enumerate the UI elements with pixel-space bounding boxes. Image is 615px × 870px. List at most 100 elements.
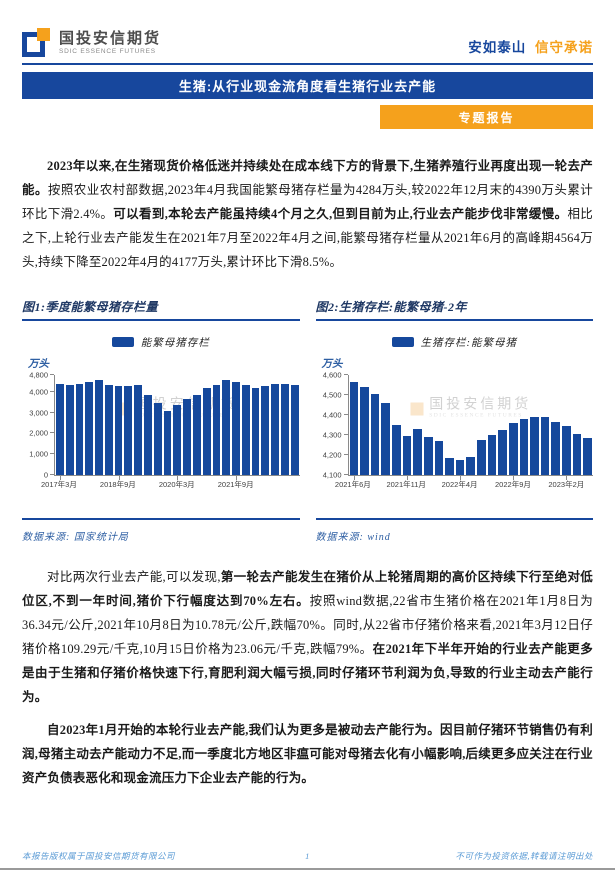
y-axis-tick-mark	[50, 390, 54, 392]
y-axis-tick-mark	[343, 434, 348, 435]
x-axis-tick-mark	[513, 476, 515, 480]
y-axis-tick-mark	[343, 474, 348, 475]
bar	[445, 458, 454, 475]
y-axis-tick-label: 4,600	[322, 370, 342, 380]
bar	[477, 439, 486, 475]
chart-legend: 生猪存栏:能繁母猪	[316, 336, 594, 349]
x-axis-tick-mark	[566, 476, 568, 480]
text-segment: 相比之下,上轮行业去产能发生在2021年7月至2022年4月之间,能繁母猪存栏量…	[22, 207, 593, 269]
y-axis-tick-mark	[343, 374, 348, 375]
x-axis-tick-label: 2021年6月	[334, 480, 371, 489]
bar	[434, 441, 444, 475]
y-axis-tick-mark	[50, 474, 54, 475]
bar	[232, 382, 240, 475]
plot-area: 国投安信期货 SDIC ESSENCE FUTURES	[343, 374, 593, 480]
y-axis-tick-mark	[50, 374, 54, 375]
y-axis-tick-label: 4,800	[29, 370, 48, 380]
y-axis-tick-mark	[50, 411, 54, 413]
x-axis-tick-label: 2018年9月	[99, 480, 136, 489]
text-segment: 在2021年下半年开始的行业去产能更多是由于生猪和仔猪价格快速下行,育肥利润大幅…	[22, 642, 593, 704]
chart-legend: 能繁母猪存栏	[22, 336, 300, 349]
bar	[551, 421, 560, 475]
bar	[65, 384, 74, 475]
text-segment: 可以看到,本轮去产能虽持续4个月之久,但到目前为止,行业去产能步伐非常缓慢。	[113, 207, 568, 221]
bar	[95, 380, 103, 475]
footer-disclaimer: 不可作为投资依据,转载请注明出处	[455, 851, 593, 861]
y-axis-tick-mark	[343, 414, 348, 415]
paragraph-3: 自2023年1月开始的本轮行业去产能,我们认为更多是被动去产能行为。因目前仔猪环…	[22, 718, 593, 790]
x-axis: 2021年6月 2021年11月 2022年4月 2022年9月 2023年2月	[335, 479, 594, 491]
bar	[349, 382, 359, 475]
x-axis-tick-label: 2021年11月	[386, 480, 426, 489]
chart-figure-2: 图2:生猪存栏:能繁母猪-2年 生猪存栏:能繁母猪 万头 4,100 4,200 4…	[315, 298, 594, 543]
legend-swatch-icon	[111, 337, 134, 347]
bar	[261, 385, 270, 475]
y-axis-tick-label: 4,000	[29, 387, 48, 397]
y-axis-tick-mark	[343, 394, 348, 395]
x-axis-tick-label: 2021年9月	[217, 480, 254, 489]
y-axis-tick-label: 2,000	[29, 428, 48, 438]
report-body-continued: 对比两次行业去产能,可以发现,第一轮去产能发生在猪价从上轮猪周期的高价区持续下行…	[22, 565, 593, 790]
plot-area: 国投安信期货 SDIC ESSENCE FUTURES	[50, 374, 300, 480]
slogan-part-blue: 安如泰山	[468, 40, 527, 55]
text-segment: 第一轮去产能发生在猪价从上轮猪周期的高价区持续下行至绝对低位区,不到一年时间,猪…	[22, 570, 593, 608]
plot: 4,100 4,200 4,300 4,400 4,500 4,600 国投安信期货 SD…	[316, 371, 593, 480]
source-note: 数据来源: wind	[315, 532, 391, 543]
bar	[370, 394, 380, 475]
bar	[173, 404, 182, 475]
bar	[487, 435, 497, 475]
bar	[508, 422, 518, 475]
bar	[572, 434, 582, 475]
bar	[280, 383, 289, 475]
bar	[192, 395, 201, 475]
company-logo-icon	[22, 28, 52, 58]
y-axis-tick-label: 1,000	[29, 449, 48, 459]
bar	[56, 384, 64, 475]
bar	[290, 385, 299, 475]
text-segment: 对比两次行业去产能,可以发现,	[47, 570, 221, 584]
bar	[530, 417, 539, 475]
y-axis-tick-label: 4,200	[322, 450, 342, 460]
paragraph-1: 2023年以来,在生猪现货价格低迷并持续处在成本线下方的背景下,生猪养殖行业再度…	[22, 154, 593, 274]
bar	[466, 456, 475, 475]
bar	[392, 425, 401, 475]
text-segment: 按照农业农村部数据,2023年4月我国能繁母猪存栏量为4284万头,较2022年…	[22, 183, 593, 221]
y-axis-tick-label: 4,500	[322, 390, 342, 400]
y-axis-tick-mark	[50, 453, 54, 455]
watermark-subtext: SDIC ESSENCE FUTURES	[429, 412, 523, 419]
badge-row: 专题报告	[22, 105, 593, 129]
x-axis-tick-mark	[353, 476, 355, 480]
bar	[381, 403, 390, 475]
bar	[134, 385, 143, 475]
chart-title-divider	[22, 319, 300, 321]
bar	[124, 386, 133, 475]
bar-series	[56, 375, 299, 475]
footer-copyright: 本报告版权属于国投安信期货有限公司	[22, 851, 176, 861]
brand-subtitle: SDIC ESSENCE FUTURES	[59, 47, 156, 55]
chart-title: 图2:生猪存栏:能繁母猪-2年	[315, 300, 467, 314]
x-axis-tick-mark	[118, 476, 120, 480]
company-slogan: 安如泰山 信守承诺	[468, 36, 593, 58]
y-axis-tick-label: 4,300	[322, 430, 342, 440]
bar	[251, 387, 260, 475]
watermark-text: 国投安信期货	[429, 397, 532, 413]
bar	[144, 394, 152, 475]
x-axis-tick-mark	[406, 476, 408, 480]
x-axis: 2017年3月 2018年9月 2020年3月 2021年9月	[41, 479, 300, 491]
report-title: 生猪:从行业现金流角度看生猪行业去产能	[178, 79, 437, 94]
axis-unit-label: 万头	[28, 359, 49, 370]
paragraph-2: 对比两次行业去产能,可以发现,第一轮去产能发生在猪价从上轮猪周期的高价区持续下行…	[22, 565, 593, 709]
legend-label: 生猪存栏:能繁母猪	[420, 337, 517, 349]
bar	[360, 386, 369, 475]
chart-title: 图1:季度能繁母猪存栏量	[22, 300, 158, 314]
bar	[271, 384, 279, 475]
axis-unit-label: 万头	[321, 359, 343, 370]
x-axis-tick-mark	[460, 476, 462, 480]
legend-swatch-icon	[391, 337, 414, 347]
x-axis-tick-label: 2022年4月	[441, 480, 478, 489]
bar	[241, 384, 250, 475]
source-divider	[22, 518, 300, 520]
bar	[455, 459, 465, 475]
bar	[519, 419, 529, 475]
